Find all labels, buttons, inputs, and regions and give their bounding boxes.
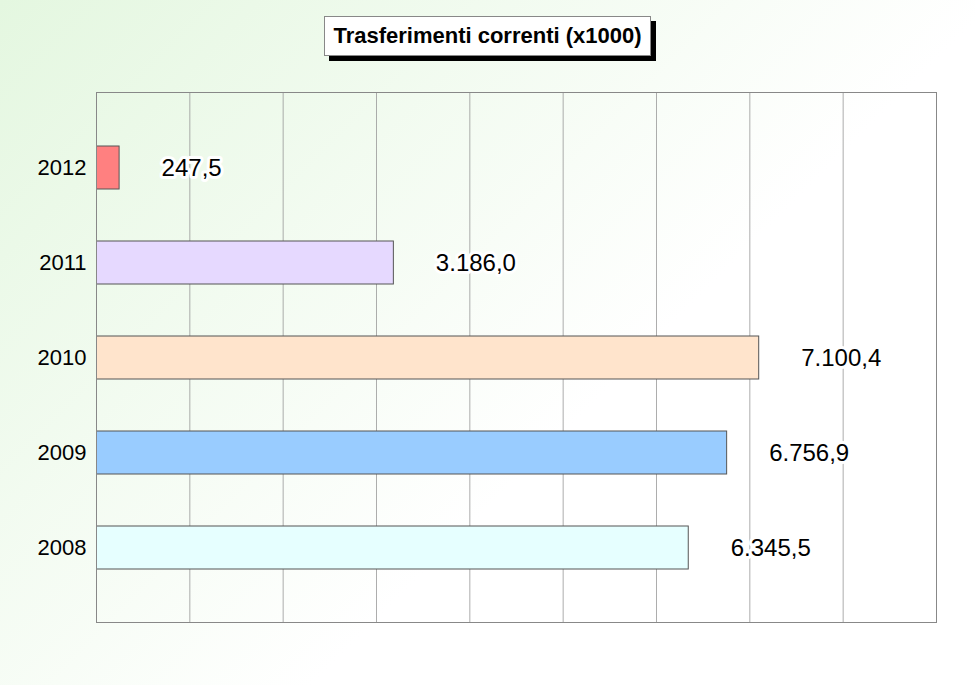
svg-text:2008: 2008 (38, 535, 87, 560)
svg-text:6.756,9: 6.756,9 (769, 439, 849, 466)
svg-text:2009: 2009 (38, 440, 87, 465)
html-text:Trasferimenti correnti (x1000): Trasferimenti correnti (x1000) (333, 23, 642, 48)
svg-text:2011: 2011 (39, 250, 86, 275)
svg-text:247,5: 247,5 (162, 154, 222, 181)
svg-text:6.345,5: 6.345,5 (731, 534, 811, 561)
svg-text:7.100,4: 7.100,4 (801, 344, 881, 371)
svg-text:2012: 2012 (38, 155, 87, 180)
svg-text:2010: 2010 (38, 345, 87, 370)
svg-text:3.186,0: 3.186,0 (436, 249, 516, 276)
